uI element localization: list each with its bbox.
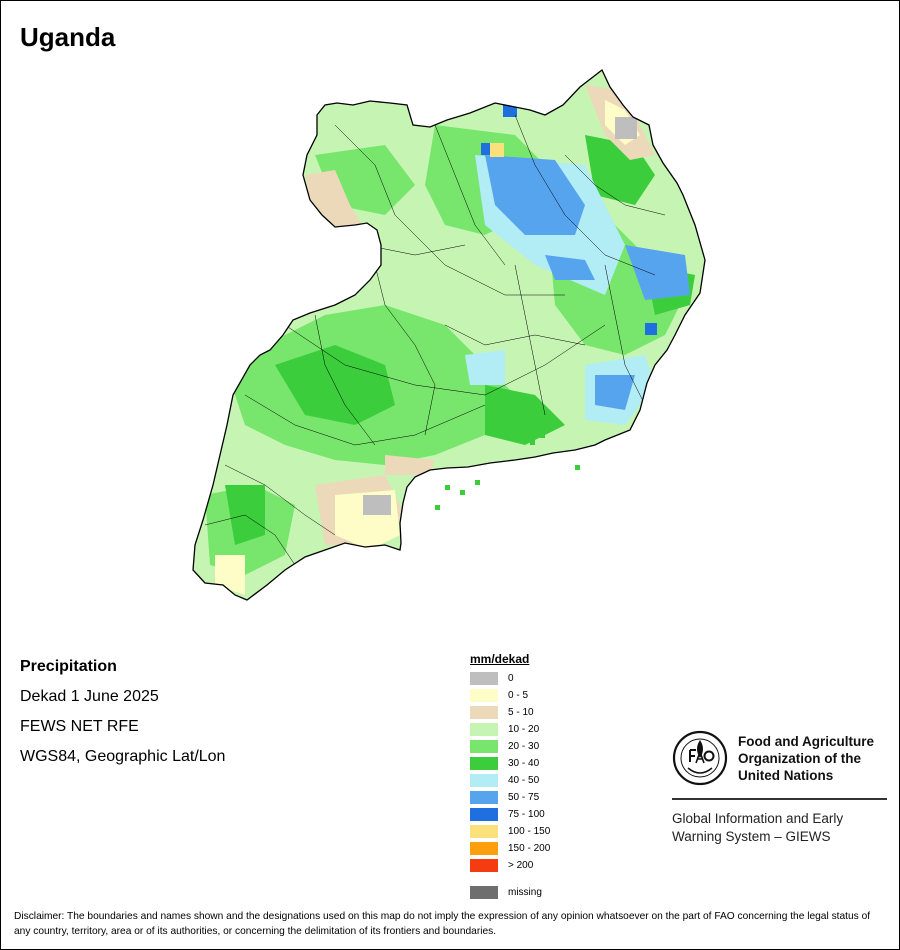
legend-swatch-missing — [470, 886, 498, 899]
legend-label: > 200 — [508, 860, 534, 871]
legend-label: 10 - 20 — [508, 724, 540, 735]
legend-label: 100 - 150 — [508, 826, 551, 837]
fao-branding: Food and Agriculture Organization of the… — [672, 730, 888, 846]
lake-islands — [435, 433, 580, 510]
legend-item: 40 - 50 — [470, 772, 550, 789]
legend-swatch — [470, 808, 498, 821]
legend-swatch — [470, 672, 498, 685]
legend: mm/dekad 0 0 - 5 5 - 10 10 - 20 20 - 30 30 - … — [470, 652, 550, 901]
giews-line2: Warning System – GIEWS — [672, 829, 831, 844]
rainfall-grid — [193, 70, 705, 600]
legend-label: 20 - 30 — [508, 741, 540, 752]
legend-label: 5 - 10 — [508, 707, 534, 718]
source-label: FEWS NET RFE — [20, 718, 139, 735]
legend-label: 75 - 100 — [508, 809, 545, 820]
projection-label: WGS84, Geographic Lat/Lon — [20, 748, 226, 765]
legend-item: 30 - 40 — [470, 755, 550, 772]
legend-item: 5 - 10 — [470, 704, 550, 721]
legend-item: 0 - 5 — [470, 687, 550, 704]
legend-swatch — [470, 859, 498, 872]
fao-org-line3: United Nations — [738, 767, 834, 783]
disclaimer: Disclaimer: The boundaries and names sho… — [14, 911, 871, 937]
legend-label: 40 - 50 — [508, 775, 540, 786]
map-title: Uganda — [20, 22, 116, 52]
legend-label: 50 - 75 — [508, 792, 540, 803]
legend-swatch — [470, 791, 498, 804]
legend-label-missing: missing — [508, 887, 542, 898]
legend-item: 10 - 20 — [470, 721, 550, 738]
giews-name: Global Information and Early Warning Sys… — [672, 810, 888, 846]
legend-label: 30 - 40 — [508, 758, 540, 769]
fao-emblem-icon — [672, 730, 728, 786]
legend-title: mm/dekad — [470, 652, 530, 666]
legend-swatch — [470, 825, 498, 838]
legend-swatch — [470, 757, 498, 770]
legend-swatch — [470, 740, 498, 753]
variable-label: Precipitation — [20, 658, 117, 675]
legend-label: 0 - 5 — [508, 690, 529, 701]
legend-swatch — [470, 689, 498, 702]
legend-swatch — [470, 723, 498, 736]
map-info: Precipitation Dekad 1 June 2025 FEWS NET… — [20, 656, 225, 776]
legend-label: 0 — [508, 673, 514, 684]
period-label: Dekad 1 June 2025 — [20, 688, 159, 705]
legend-item: > 200 — [470, 857, 550, 874]
legend-rows: 0 0 - 5 5 - 10 10 - 20 20 - 30 30 - 40 40 - 50… — [470, 670, 550, 874]
legend-label: 150 - 200 — [508, 843, 551, 854]
fao-logo: Food and Agriculture Organization of the… — [672, 730, 888, 786]
legend-item: 0 — [470, 670, 550, 687]
fao-divider — [672, 798, 887, 800]
legend-item: 150 - 200 — [470, 840, 550, 857]
legend-swatch — [470, 842, 498, 855]
giews-line1: Global Information and Early — [672, 811, 844, 826]
legend-item: 20 - 30 — [470, 738, 550, 755]
legend-item-missing: missing — [470, 884, 550, 901]
legend-swatch — [470, 706, 498, 719]
legend-swatch — [470, 774, 498, 787]
legend-item: 100 - 150 — [470, 823, 550, 840]
fao-organization-name: Food and Agriculture Organization of the… — [738, 733, 874, 784]
legend-item: 50 - 75 — [470, 789, 550, 806]
fao-org-line1: Food and Agriculture — [738, 733, 874, 749]
fao-org-line2: Organization of the — [738, 750, 861, 766]
legend-item: 75 - 100 — [470, 806, 550, 823]
map-svg — [192, 69, 706, 601]
uganda-precipitation-map — [185, 65, 715, 605]
